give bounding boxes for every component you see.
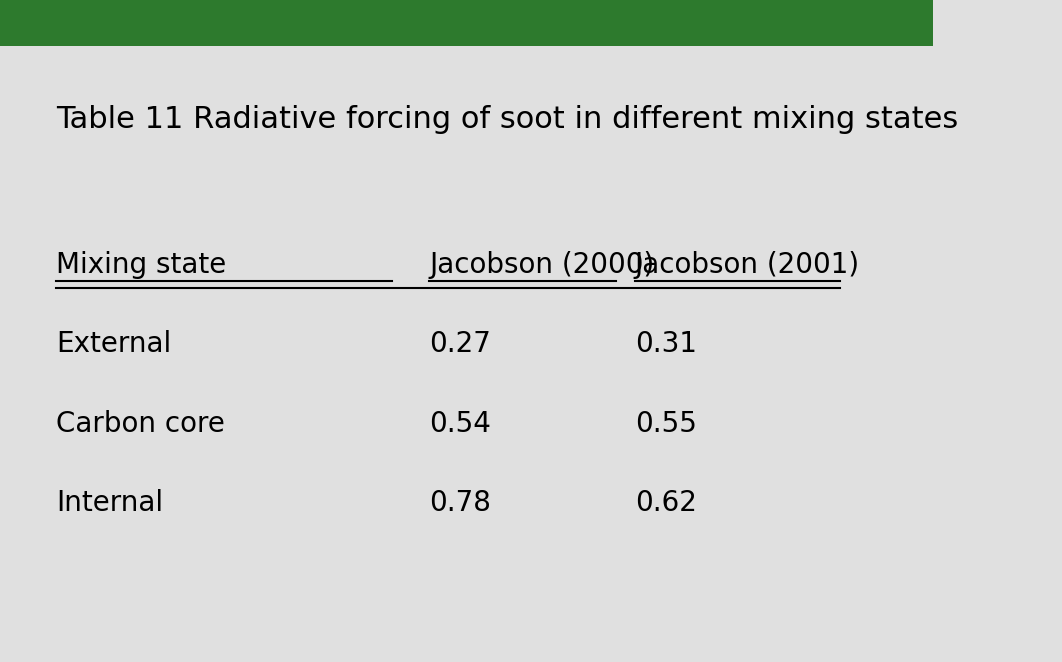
Text: Internal: Internal (56, 489, 164, 517)
Text: Jacobson (2001): Jacobson (2001) (635, 251, 860, 279)
Text: Table 11 Radiative forcing of soot in different mixing states: Table 11 Radiative forcing of soot in di… (56, 105, 958, 134)
Text: Jacobson (2000): Jacobson (2000) (429, 251, 654, 279)
Text: Mixing state: Mixing state (56, 251, 226, 279)
Text: 0.27: 0.27 (429, 330, 492, 358)
Text: Carbon core: Carbon core (56, 410, 225, 438)
Text: 0.31: 0.31 (635, 330, 697, 358)
Text: 0.78: 0.78 (429, 489, 492, 517)
Text: External: External (56, 330, 171, 358)
Text: 0.62: 0.62 (635, 489, 697, 517)
Text: 0.54: 0.54 (429, 410, 492, 438)
FancyBboxPatch shape (0, 0, 933, 46)
Text: 0.55: 0.55 (635, 410, 697, 438)
